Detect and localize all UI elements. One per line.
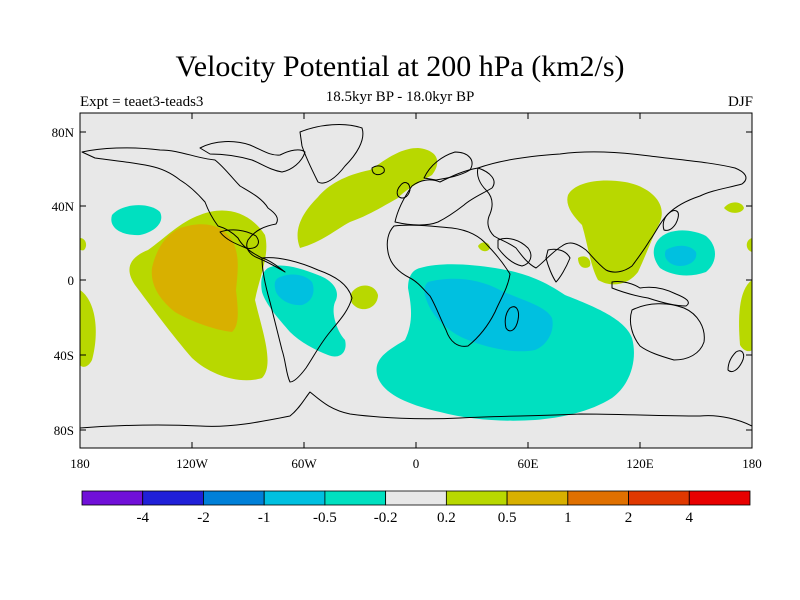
anomaly-neg-southern-africa-core [424,278,553,352]
colorbar-label: -2 [197,510,210,526]
coastline-uk [396,182,411,199]
x-tick-labels: 180 120W 60W 0 60E 120E 180 [70,456,762,471]
coastline-europe [394,167,495,226]
colorbar-swatch [445,490,508,506]
x-tick-label: 60W [291,456,317,471]
y-tick-label: 40S [54,348,74,363]
colorbar-label: -1 [258,510,271,526]
experiment-label: Expt = teaet3-teads3 [80,94,204,110]
x-axis [79,113,753,448]
colorbar-swatch [688,490,751,506]
coastline-australia [629,303,705,361]
coastline-north-america [81,147,286,273]
colorbar-swatch [385,490,447,506]
coastline-south-america [261,257,353,383]
colorbar-label: -4 [136,510,149,526]
colorbar-label: 1 [564,510,572,526]
chart-subtitle: 18.5kyr BP - 18.0kyr BP [325,89,475,105]
coastline-india [545,248,571,283]
colorbar [81,490,751,506]
colorbar-label: 0.2 [437,510,456,526]
coastline-japan [662,210,679,231]
coastline-scandinavia [423,151,473,181]
chart-title: Velocity Potential at 200 hPa (km2/s) [175,50,625,83]
coastline-iceland [371,165,385,176]
y-tick-labels: 80N 40N 0 40S 80S [52,125,75,438]
colorbar-swatch [142,490,204,506]
y-tick-label: 80N [52,125,75,140]
season-label: DJF [727,94,753,110]
anomaly-pos-pacific-nw-patch [724,202,744,213]
y-tick-label: 80S [54,423,74,438]
colorbar-label: 4 [686,510,694,526]
coastline-madagascar [504,306,519,332]
coastline-asia [477,151,747,273]
x-tick-label: 180 [742,456,762,471]
colorbar-swatch [81,490,144,506]
coastline-new-zealand [727,350,745,373]
colorbar-labels: -4 -2 -1 -0.5 -0.2 0.2 0.5 1 2 4 [136,510,693,526]
colorbar-swatch [263,490,326,506]
x-tick-label: 180 [70,456,90,471]
anomaly-pos-east-edge [739,280,752,352]
coastline-greenland [299,124,364,184]
colorbar-label: -0.2 [374,510,398,526]
colorbar-swatch [567,490,629,506]
x-tick-label: 120W [176,456,209,471]
coastline-arabia [497,237,532,267]
anomaly-neg-north-pacific [111,205,162,236]
y-tick-label: 40N [52,199,75,214]
colorbar-label: 2 [625,510,633,526]
anomaly-pos-north-atlantic [297,148,438,248]
colorbar-swatch [203,490,265,506]
coastline-gulf-mexico [219,229,259,249]
colorbar-label: -0.5 [313,510,337,526]
coastline-arctic-canada [199,141,306,173]
coastline-africa [386,224,511,347]
anomaly-pos-pacific-west-edge [80,290,96,367]
x-tick-label: 60E [518,456,539,471]
colorbar-swatch [324,490,387,506]
x-tick-label: 120E [626,456,654,471]
anomaly-neg-south-america-core [274,274,314,306]
y-tick-label: 0 [68,273,75,288]
coastline-antarctica [80,391,752,429]
anomaly-pos-east-pacific-core [151,224,238,332]
colorbar-swatch [628,490,690,506]
colorbar-label: 0.5 [498,510,517,526]
y-axis [80,131,752,431]
coastline-indonesia [611,281,689,307]
anomaly-neg-west-pacific-core [664,245,697,266]
x-tick-label: 0 [413,456,420,471]
anomaly-pos-east-edge-small [746,238,752,252]
anomaly-pos-south-asia-small [578,256,591,268]
colorbar-swatch [506,490,569,506]
coastlines [80,124,752,429]
anomaly-pos-atlantic-small [350,285,378,310]
anomaly-pos-far-west-small [80,238,87,251]
